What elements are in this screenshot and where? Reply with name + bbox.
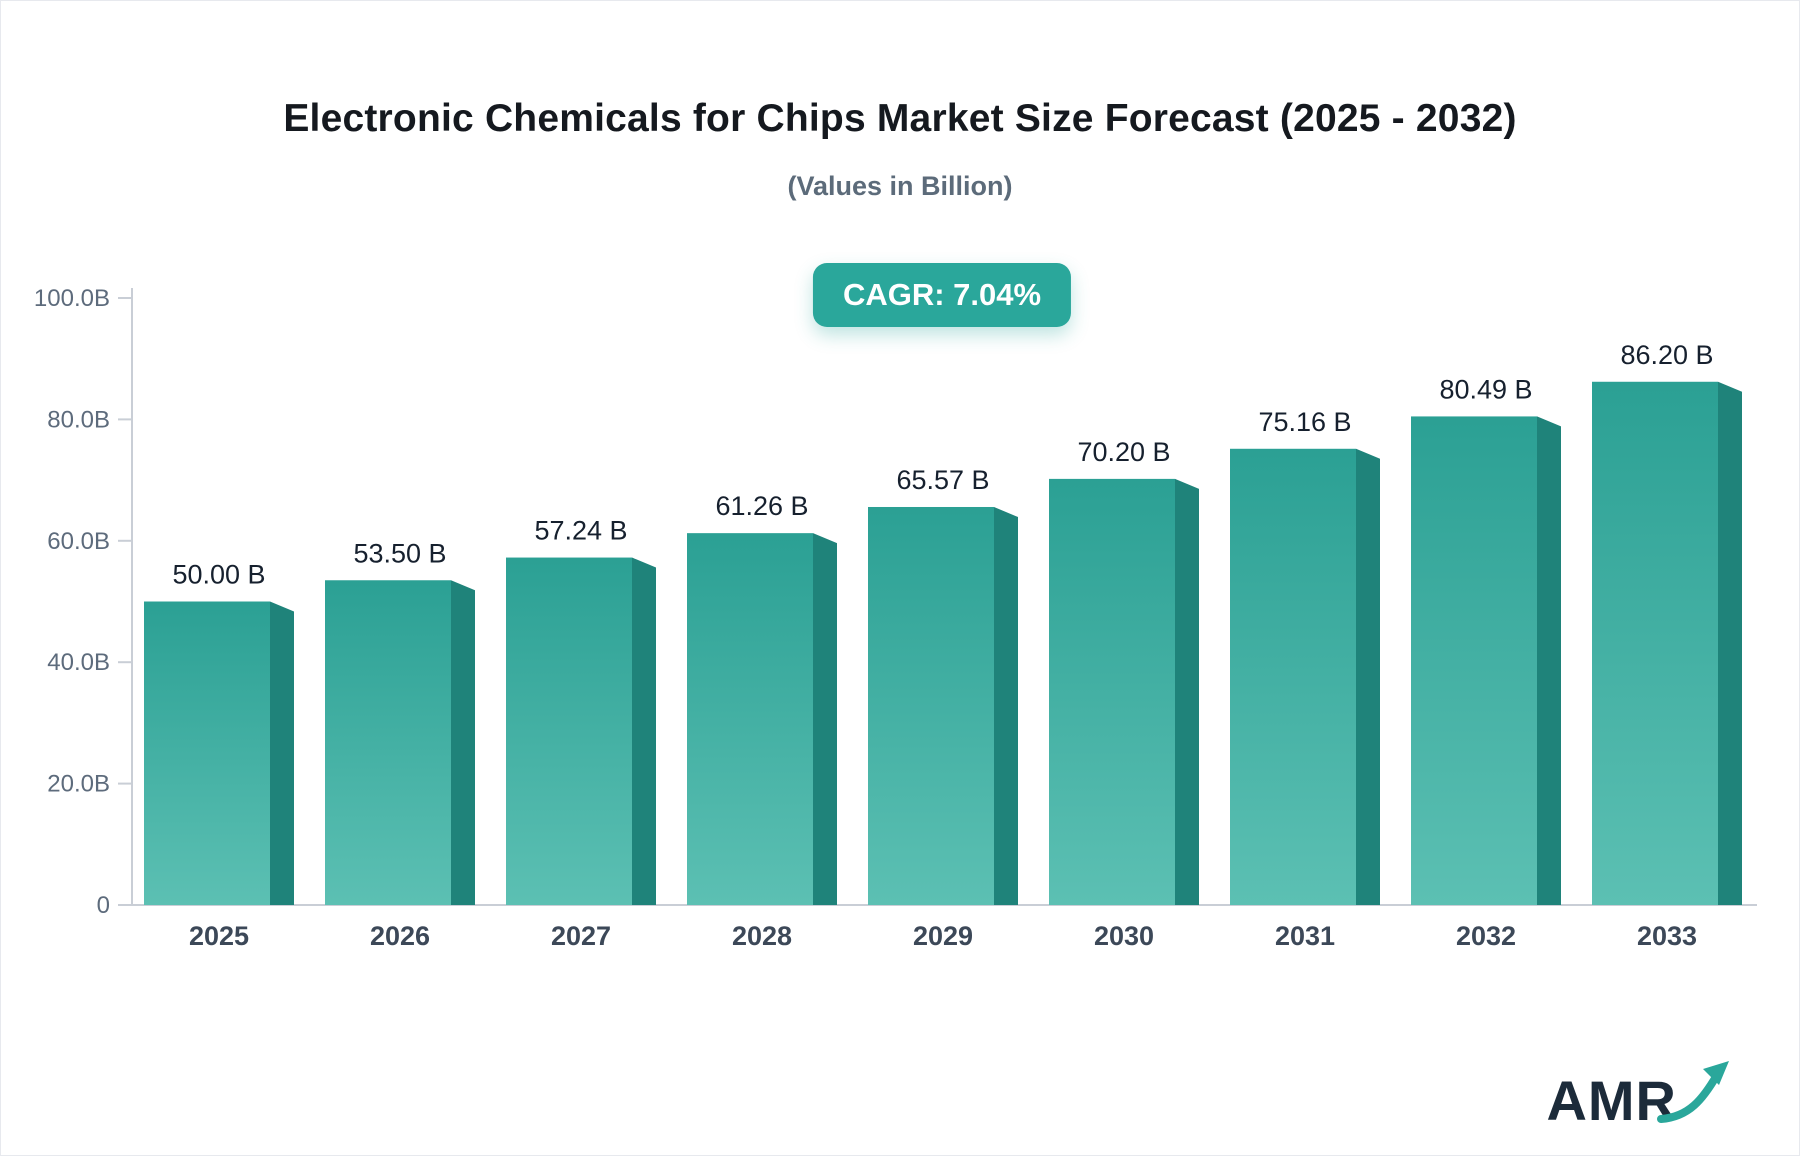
bar-side-2033	[1718, 381, 1742, 905]
bar-value-label: 75.16 B	[1258, 407, 1351, 437]
x-category-label: 2025	[189, 921, 249, 951]
x-category-label: 2030	[1094, 921, 1154, 951]
y-tick-label: 80.0B	[47, 406, 110, 433]
bar-value-label: 65.57 B	[896, 465, 989, 495]
bar-value-label: 70.20 B	[1077, 437, 1170, 467]
bar-side-2031	[1356, 448, 1380, 905]
bar-value-label: 57.24 B	[534, 516, 627, 546]
chart-subtitle: (Values in Billion)	[787, 171, 1013, 201]
bar-2028	[687, 533, 813, 905]
bar-side-2026	[451, 580, 475, 905]
bar-2033	[1592, 381, 1718, 905]
amr-logo-text: AMR	[1546, 1069, 1677, 1132]
bar-value-label: 86.20 B	[1620, 340, 1713, 370]
bar-2029	[868, 506, 994, 905]
bar-value-label: 80.49 B	[1439, 374, 1532, 404]
bar-2030	[1049, 478, 1175, 905]
x-category-label: 2026	[370, 921, 430, 951]
bar-value-label: 50.00 B	[172, 560, 265, 590]
amr-logo: AMR	[1546, 1061, 1741, 1129]
y-tick-label: 60.0B	[47, 528, 110, 555]
chart-title: Electronic Chemicals for Chips Market Si…	[283, 97, 1517, 140]
x-category-label: 2032	[1456, 921, 1516, 951]
bar-value-label: 53.50 B	[353, 538, 446, 568]
bar-side-2027	[632, 557, 656, 905]
bar-2027	[506, 557, 632, 905]
bar-side-2029	[994, 506, 1018, 905]
bar-side-2030	[1175, 478, 1199, 905]
x-category-label: 2027	[551, 921, 611, 951]
x-category-label: 2031	[1275, 921, 1335, 951]
bar-2032	[1411, 416, 1537, 905]
y-tick-label: 0	[97, 892, 110, 919]
bar-value-label: 61.26 B	[715, 491, 808, 521]
bar-2031	[1230, 448, 1356, 905]
bar-side-2028	[813, 533, 837, 905]
x-category-label: 2028	[732, 921, 792, 951]
y-tick-label: 20.0B	[47, 771, 110, 798]
bar-2025	[144, 601, 270, 905]
cagr-badge: CAGR: 7.04%	[812, 263, 1072, 327]
amr-logo-arrow-icon	[1657, 1061, 1729, 1123]
bar-2026	[325, 580, 451, 905]
bar-side-2032	[1537, 416, 1561, 905]
y-tick-label: 40.0B	[47, 649, 110, 676]
x-category-label: 2029	[913, 921, 973, 951]
x-category-label: 2033	[1637, 921, 1697, 951]
cagr-badge-label: CAGR: 7.04%	[842, 277, 1042, 312]
y-tick-label: 100.0B	[34, 285, 110, 312]
bar-side-2025	[270, 601, 294, 905]
